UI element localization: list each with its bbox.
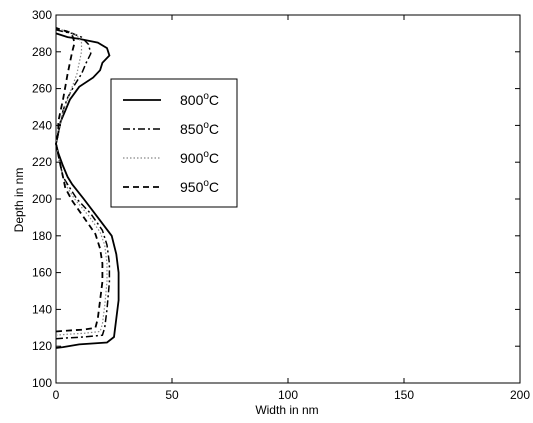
x-tick-label: 100 [278, 388, 298, 402]
y-tick-label: 100 [32, 376, 52, 390]
y-tick-label: 200 [32, 192, 52, 206]
x-axis-label: Width in nm [255, 403, 318, 417]
x-tick-label: 150 [394, 388, 414, 402]
y-tick-label: 160 [32, 266, 52, 280]
y-tick-label: 220 [32, 155, 52, 169]
legend-label-950: 950oC [180, 178, 219, 195]
x-tick-label: 0 [53, 388, 60, 402]
y-tick-label: 280 [32, 45, 52, 59]
y-tick-label: 240 [32, 118, 52, 132]
y-axis: 100 120 140 160 180 200 220 240 260 280 300 [32, 8, 520, 390]
series-layer [55, 27, 120, 349]
legend: 800oC 850oC 900oC 950oC [110, 78, 238, 208]
y-axis-label: Depth in nm [12, 168, 26, 233]
legend-label-800: 800oC [180, 91, 219, 108]
y-tick-label: 300 [32, 8, 52, 22]
x-tick-label: 200 [510, 388, 530, 402]
legend-label-850: 850oC [180, 120, 219, 137]
x-axis: 0 50 100 150 200 [53, 15, 530, 402]
series-line-900 [55, 27, 108, 336]
y-tick-label: 140 [32, 302, 52, 316]
legend-label-900: 900oC [180, 149, 219, 166]
series-line-800 [55, 32, 120, 349]
y-tick-label: 120 [32, 339, 52, 353]
series-line-850 [55, 28, 111, 340]
x-tick-label: 50 [165, 388, 179, 402]
y-tick-label: 260 [32, 82, 52, 96]
series-line-950 [55, 27, 104, 333]
y-tick-label: 180 [32, 229, 52, 243]
